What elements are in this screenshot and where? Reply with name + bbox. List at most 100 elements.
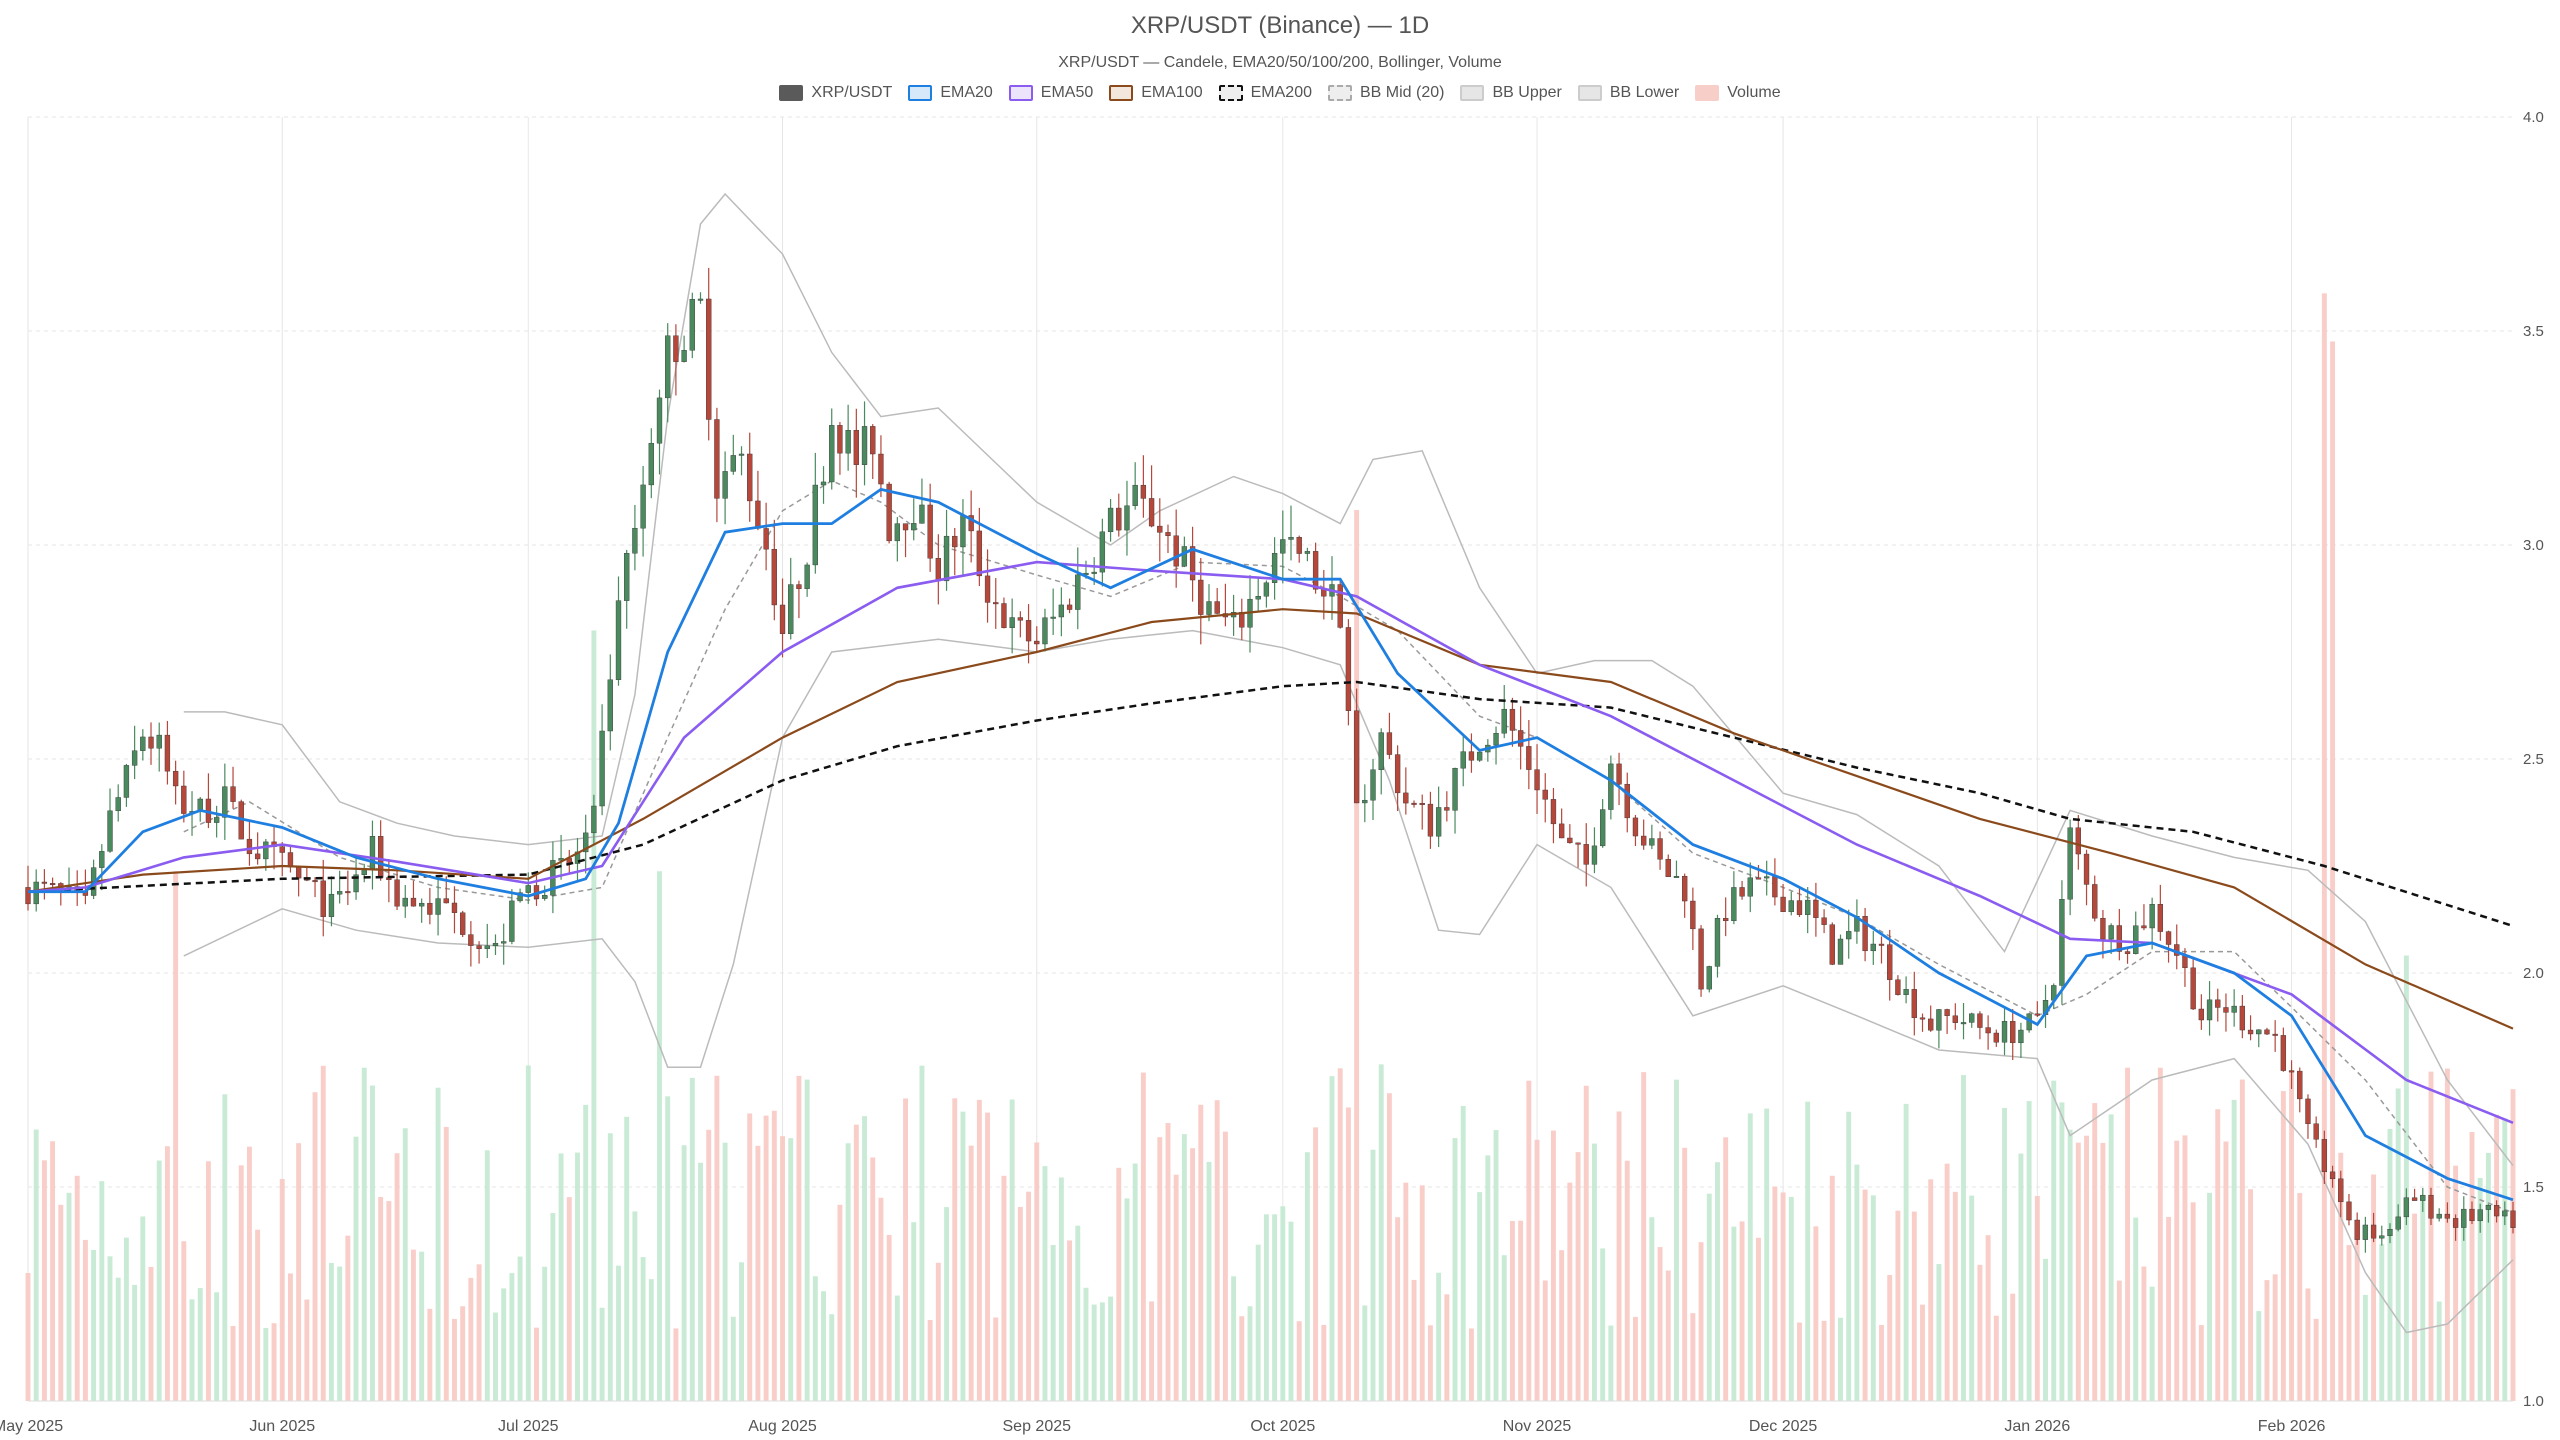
candle-body bbox=[1444, 807, 1450, 811]
candle-body bbox=[476, 945, 482, 949]
volume-bar bbox=[2346, 1245, 2352, 1401]
volume-bar bbox=[369, 1085, 375, 1401]
volume-bar bbox=[1427, 1325, 1433, 1401]
candle-body bbox=[1517, 730, 1524, 747]
candle-body bbox=[2067, 827, 2073, 900]
candle-body bbox=[1165, 532, 1171, 536]
candle-body bbox=[1124, 505, 1130, 531]
volume-bar bbox=[205, 1161, 211, 1401]
candle-body bbox=[172, 770, 179, 787]
candle-body bbox=[1755, 877, 1762, 880]
volume-bar bbox=[2231, 1099, 2237, 1401]
candle-body bbox=[517, 892, 523, 902]
volume-bar bbox=[1362, 1305, 1368, 1401]
candle-body bbox=[2264, 1029, 2270, 1035]
volume-bar bbox=[837, 1204, 843, 1401]
volume-bar bbox=[1575, 1152, 1581, 1401]
volume-bar bbox=[1157, 1137, 1163, 1401]
candle-body bbox=[599, 730, 605, 807]
candle-body bbox=[1378, 732, 1384, 770]
volume-bar bbox=[2280, 1091, 2286, 1401]
candle-body bbox=[1534, 769, 1540, 791]
volume-bar bbox=[1542, 1280, 1548, 1401]
candle-body bbox=[763, 528, 769, 550]
candle-body bbox=[246, 838, 253, 855]
legend-item[interactable]: BB Upper bbox=[1460, 84, 1562, 102]
candle-body bbox=[1567, 837, 1573, 844]
candle-body bbox=[2297, 1070, 2303, 1100]
volume-bar bbox=[1969, 1195, 1975, 1401]
volume-bar bbox=[632, 1211, 638, 1401]
volume-bar bbox=[82, 1239, 88, 1401]
candle-body bbox=[1058, 604, 1065, 618]
legend-item[interactable]: EMA20 bbox=[908, 84, 993, 102]
volume-bar bbox=[304, 1299, 310, 1401]
legend-item[interactable]: Volume bbox=[1695, 84, 1781, 102]
volume-bar bbox=[476, 1264, 482, 1401]
volume-bar bbox=[1239, 1316, 1245, 1401]
candle-body bbox=[1944, 1009, 1950, 1016]
volume-bar bbox=[714, 1075, 720, 1401]
legend-swatch bbox=[1460, 85, 1485, 101]
volume-bar bbox=[2453, 1165, 2459, 1401]
candle-body bbox=[1255, 596, 1261, 600]
volume-bar bbox=[1846, 1111, 1852, 1401]
volume-bar bbox=[1042, 1166, 1048, 1401]
candle-body bbox=[213, 817, 220, 823]
candle-body bbox=[673, 335, 679, 362]
volume-bar bbox=[722, 1142, 728, 1401]
volume-bar bbox=[944, 1207, 950, 1401]
legend-item[interactable]: BB Lower bbox=[1577, 84, 1679, 102]
candle-body bbox=[2379, 1235, 2385, 1239]
volume-bar bbox=[2215, 1109, 2221, 1401]
volume-bar bbox=[2461, 1217, 2467, 1401]
legend-swatch bbox=[1008, 85, 1033, 101]
candle-body bbox=[468, 934, 474, 946]
volume-bar bbox=[1419, 1185, 1425, 1401]
volume-bar bbox=[1296, 1321, 1302, 1401]
volume-bar bbox=[452, 1318, 457, 1401]
candle-body bbox=[1140, 484, 1147, 499]
candle-body bbox=[1657, 838, 1663, 860]
candle-body bbox=[1673, 875, 1680, 878]
volume-bar bbox=[1370, 1149, 1376, 1401]
legend-label: EMA20 bbox=[940, 84, 993, 101]
volume-bar bbox=[2379, 1244, 2385, 1401]
volume-bar bbox=[1329, 1076, 1335, 1401]
volume-bar bbox=[1788, 1196, 1794, 1401]
legend-item[interactable]: EMA100 bbox=[1109, 84, 1203, 102]
candle-body bbox=[2206, 999, 2213, 1021]
volume-bar bbox=[1952, 1191, 1958, 1401]
volume-bar bbox=[493, 1312, 498, 1401]
volume-bar bbox=[1665, 1270, 1671, 1401]
candle-body bbox=[1034, 640, 1040, 645]
legend-item[interactable]: EMA50 bbox=[1008, 84, 1093, 102]
candle-body bbox=[1690, 900, 1696, 930]
volume-bar bbox=[2510, 1089, 2516, 1401]
y-tick-label: 4.0 bbox=[2523, 109, 2544, 126]
volume-bar bbox=[1099, 1302, 1105, 1401]
candle-layer bbox=[25, 267, 2516, 1253]
candle-body bbox=[943, 535, 950, 582]
candle-body bbox=[419, 902, 425, 907]
candle-body bbox=[1009, 617, 1015, 628]
legend-item[interactable]: BB Mid (20) bbox=[1328, 84, 1444, 102]
volume-bar bbox=[1485, 1155, 1491, 1401]
candle-body bbox=[1386, 732, 1393, 755]
candle-body bbox=[123, 765, 130, 798]
legend-item[interactable]: XRP/USDT bbox=[779, 84, 892, 102]
candle-body bbox=[738, 453, 745, 456]
volume-bar bbox=[1477, 1192, 1483, 1401]
candle-body bbox=[861, 426, 868, 465]
volume-bar bbox=[1591, 1143, 1597, 1401]
candle-body bbox=[115, 797, 121, 812]
volume-bar bbox=[1386, 1093, 1392, 1401]
candle-body bbox=[1427, 803, 1434, 837]
legend-item[interactable]: EMA200 bbox=[1218, 84, 1312, 102]
volume-bar bbox=[419, 1251, 425, 1401]
candle-body bbox=[1411, 802, 1417, 805]
candle-body bbox=[1558, 823, 1565, 839]
candle-body bbox=[484, 945, 490, 949]
legend-label: EMA100 bbox=[1141, 84, 1203, 101]
candle-body bbox=[2338, 1178, 2344, 1203]
